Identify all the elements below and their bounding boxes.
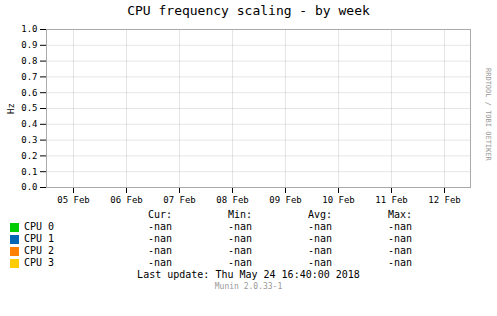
svg-text:09 Feb: 09 Feb (269, 195, 302, 205)
svg-text:08 Feb: 08 Feb (216, 195, 249, 205)
svg-text:0.5: 0.5 (21, 103, 37, 113)
html-text:-nan: -nan (228, 221, 252, 232)
svg-text:1.0: 1.0 (21, 24, 37, 34)
html-text:CPU 3: CPU 3 (24, 257, 55, 268)
svg-text:0.6: 0.6 (21, 88, 37, 98)
html-text:-nan: -nan (308, 233, 332, 244)
html-text:CPU 2: CPU 2 (24, 245, 55, 256)
html-text:-nan: -nan (388, 221, 412, 232)
html-text:-nan: -nan (388, 233, 412, 244)
html-text:Max:: Max: (388, 209, 412, 220)
html-text:-nan: -nan (228, 257, 252, 268)
html-text:CPU frequency scaling - by wee: CPU frequency scaling - by week (127, 3, 370, 18)
html-text:Min:: Min: (228, 209, 252, 220)
html-text:RRDTOOL / TOBI OETIKER: RRDTOOL / TOBI OETIKER (484, 67, 492, 161)
svg-text:0.1: 0.1 (21, 167, 37, 177)
svg-text:12 Feb: 12 Feb (428, 195, 461, 205)
html-text:-nan: -nan (308, 221, 332, 232)
html-text:CPU 0: CPU 0 (24, 221, 55, 232)
svg-text:0.3: 0.3 (21, 135, 37, 145)
html-text:Last update: Thu May 24 16:40:: Last update: Thu May 24 16:40:00 2018 (137, 269, 360, 280)
svg-text:0.8: 0.8 (21, 56, 37, 66)
html-text:-nan: -nan (308, 245, 332, 256)
svg-text:0.4: 0.4 (21, 119, 37, 129)
html-text:-nan: -nan (388, 257, 412, 268)
html-text:Munin 2.0.33-1: Munin 2.0.33-1 (214, 282, 283, 291)
html-text:-nan: -nan (388, 245, 412, 256)
svg-text:06 Feb: 06 Feb (110, 195, 143, 205)
html-text:-nan: -nan (228, 233, 252, 244)
svg-text:10 Feb: 10 Feb (322, 195, 355, 205)
svg-text:0.0: 0.0 (21, 182, 37, 192)
html-text:-nan: -nan (148, 221, 172, 232)
html-text:-nan: -nan (148, 233, 172, 244)
html-text:CPU 1: CPU 1 (24, 233, 55, 244)
svg-text:0.2: 0.2 (21, 151, 37, 161)
html-text:-nan: -nan (228, 245, 252, 256)
html-text:-nan: -nan (148, 257, 172, 268)
svg-text:0.7: 0.7 (21, 72, 37, 82)
svg-text:07 Feb: 07 Feb (163, 195, 196, 205)
html-text:Cur:: Cur: (148, 209, 172, 220)
svg-text:0.9: 0.9 (21, 40, 37, 50)
html-text:-nan: -nan (148, 245, 172, 256)
html-text:-nan: -nan (308, 257, 332, 268)
html-text:Avg:: Avg: (308, 209, 332, 220)
svg-text:05 Feb: 05 Feb (57, 195, 90, 205)
svg-text:11 Feb: 11 Feb (375, 195, 408, 205)
svg-text:Hz: Hz (6, 103, 16, 114)
